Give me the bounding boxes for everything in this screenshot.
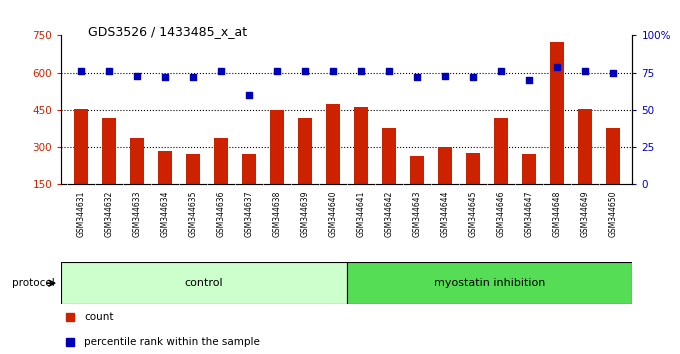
Text: GSM344645: GSM344645 <box>469 190 477 237</box>
Point <box>439 73 450 78</box>
Bar <box>158 151 172 184</box>
Point <box>607 70 618 75</box>
Point <box>159 74 170 80</box>
Bar <box>74 108 88 184</box>
Text: GSM344646: GSM344646 <box>496 190 505 237</box>
Text: GSM344634: GSM344634 <box>160 190 169 237</box>
Point <box>579 68 590 74</box>
Point <box>356 68 367 74</box>
Text: GSM344643: GSM344643 <box>412 190 422 237</box>
Bar <box>438 147 452 184</box>
Text: count: count <box>84 312 114 322</box>
Text: GSM344632: GSM344632 <box>104 190 114 237</box>
Bar <box>381 128 396 184</box>
Text: GSM344650: GSM344650 <box>609 190 617 237</box>
Bar <box>578 108 592 184</box>
Text: GSM344631: GSM344631 <box>76 190 85 237</box>
Point <box>495 68 506 74</box>
Bar <box>102 118 116 184</box>
Bar <box>466 153 480 184</box>
Point <box>271 68 282 74</box>
Text: protocol: protocol <box>12 278 54 288</box>
Text: GSM344636: GSM344636 <box>216 190 225 237</box>
Bar <box>298 118 312 184</box>
Point <box>131 73 142 78</box>
Point <box>411 74 422 80</box>
Point <box>216 68 226 74</box>
Bar <box>354 107 368 184</box>
Text: GSM344649: GSM344649 <box>580 190 590 237</box>
Point <box>467 74 478 80</box>
Text: GSM344642: GSM344642 <box>384 190 393 237</box>
Bar <box>61 262 347 304</box>
Text: GSM344637: GSM344637 <box>244 190 253 237</box>
Point <box>384 68 394 74</box>
Text: percentile rank within the sample: percentile rank within the sample <box>84 337 260 347</box>
Bar <box>410 156 424 184</box>
Bar <box>494 118 508 184</box>
Text: control: control <box>185 278 223 288</box>
Text: GSM344641: GSM344641 <box>356 190 365 237</box>
Bar <box>522 154 536 184</box>
Bar <box>326 103 340 184</box>
Bar <box>270 110 284 184</box>
Point <box>327 68 338 74</box>
Text: GDS3526 / 1433485_x_at: GDS3526 / 1433485_x_at <box>88 25 248 38</box>
Bar <box>347 262 632 304</box>
Point <box>75 68 86 74</box>
Text: GSM344633: GSM344633 <box>133 190 141 237</box>
Text: GSM344640: GSM344640 <box>328 190 337 237</box>
Point <box>551 64 562 69</box>
Point <box>103 68 114 74</box>
Point <box>524 77 534 83</box>
Text: GSM344635: GSM344635 <box>188 190 197 237</box>
Text: GSM344648: GSM344648 <box>552 190 561 237</box>
Text: GSM344647: GSM344647 <box>524 190 533 237</box>
Bar <box>550 41 564 184</box>
Point <box>243 92 254 98</box>
Bar <box>186 154 200 184</box>
Point <box>299 68 310 74</box>
Bar <box>606 128 619 184</box>
Bar <box>214 138 228 184</box>
Bar <box>242 154 256 184</box>
Text: GSM344638: GSM344638 <box>272 190 282 237</box>
Text: GSM344639: GSM344639 <box>301 190 309 237</box>
Text: myostatin inhibition: myostatin inhibition <box>434 278 545 288</box>
Point <box>188 74 199 80</box>
Bar <box>130 138 143 184</box>
Text: GSM344644: GSM344644 <box>441 190 449 237</box>
